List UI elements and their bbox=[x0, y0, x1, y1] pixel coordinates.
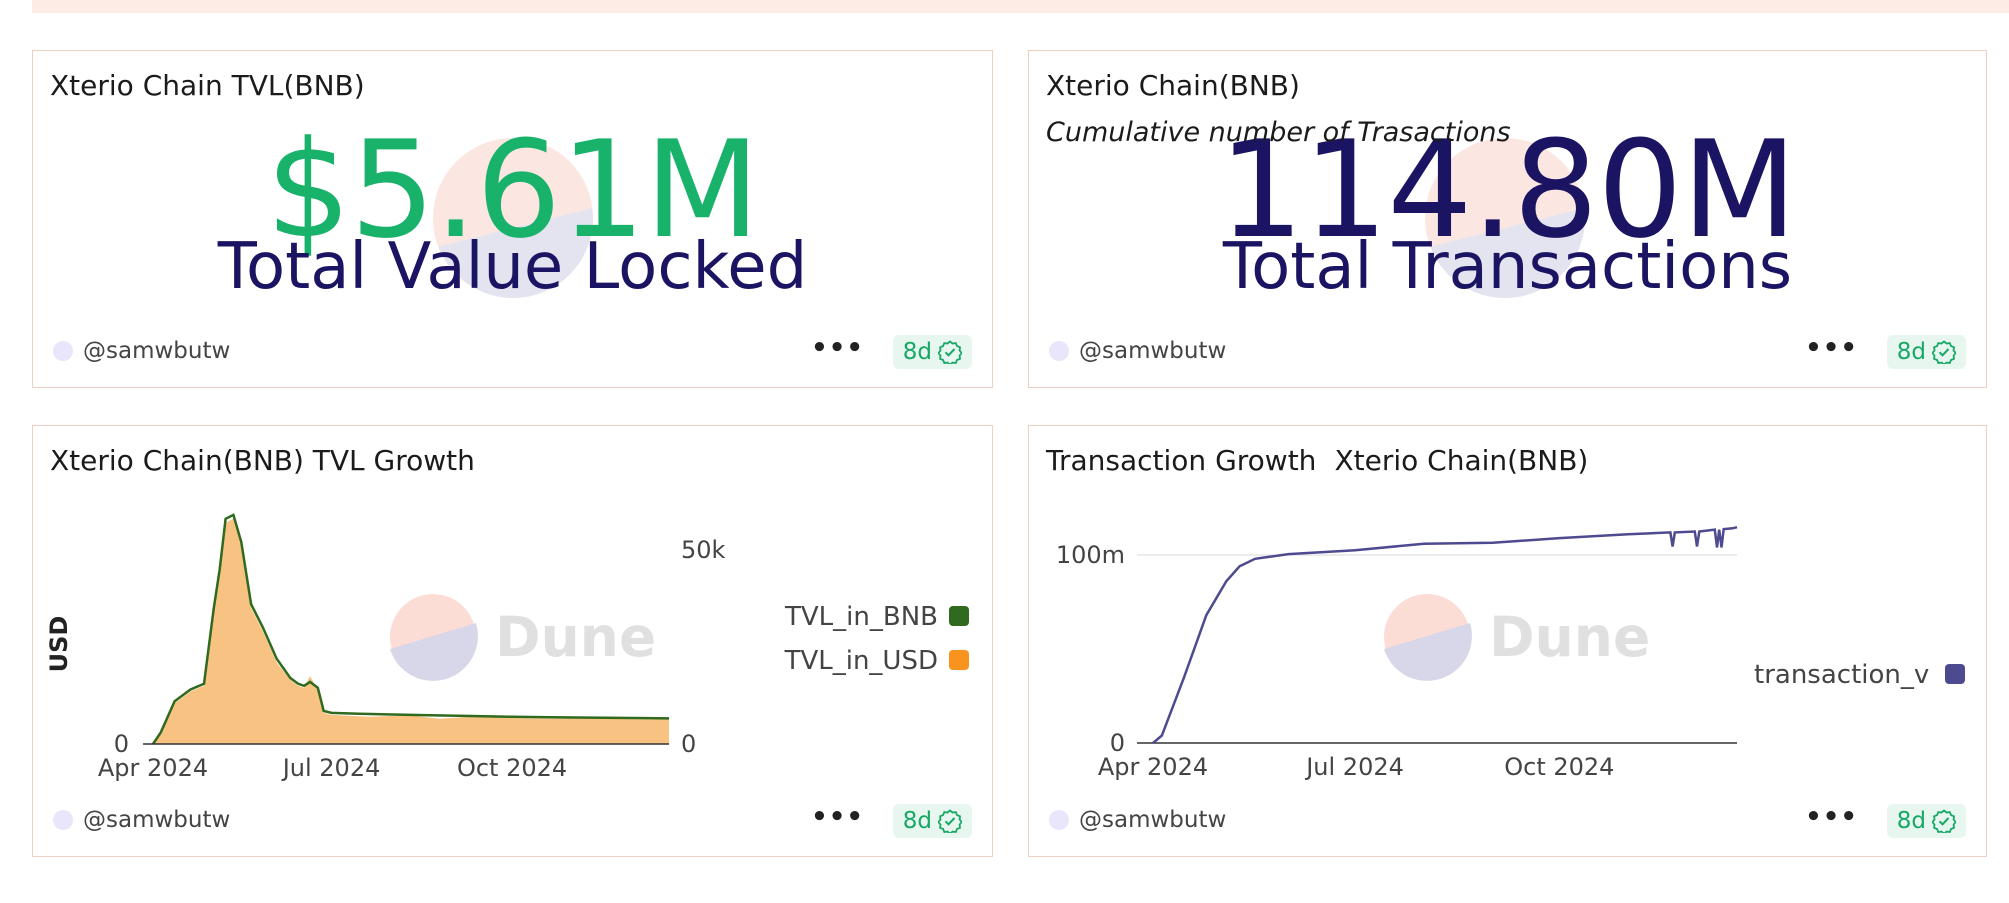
dune-logo-icon: Dune bbox=[390, 594, 656, 681]
card-title: Xterio Chain(BNB) bbox=[1046, 69, 1300, 102]
card-title: Xterio Chain(BNB) TVL Growth bbox=[50, 444, 475, 477]
author-link[interactable]: @samwbutw bbox=[53, 807, 230, 833]
avatar bbox=[53, 810, 73, 830]
tvl-value: $5.61M bbox=[265, 112, 760, 268]
tvl-usd-area bbox=[153, 518, 669, 744]
card-footer: @samwbutw ••• 8d bbox=[1049, 802, 1966, 840]
legend-label: TVL_in_USD bbox=[784, 646, 938, 676]
more-options-icon[interactable]: ••• bbox=[1805, 802, 1858, 832]
y-tick-label: 0 bbox=[1110, 729, 1125, 757]
more-options-icon[interactable]: ••• bbox=[811, 802, 864, 832]
transactions-counter-card: Xterio Chain(BNB) 114.80M Cumulative num… bbox=[1028, 50, 1987, 388]
x-tick-label: Apr 2024 bbox=[1098, 753, 1208, 781]
avatar bbox=[53, 341, 73, 361]
transaction-growth-card: Transaction Growth Xterio Chain(BNB) Dune… bbox=[1028, 425, 1987, 857]
x-tick-label: Oct 2024 bbox=[457, 754, 567, 782]
dune-logo-icon: Dune bbox=[1384, 594, 1650, 681]
legend-swatch bbox=[949, 606, 969, 626]
tvl-counter-card: Xterio Chain TVL(BNB) $5.61M Total Value… bbox=[32, 50, 993, 388]
tvl-bnb-line bbox=[151, 513, 670, 745]
verified-check-icon bbox=[1931, 809, 1957, 835]
card-title: Xterio Chain TVL(BNB) bbox=[50, 69, 365, 102]
x-tick-label: Apr 2024 bbox=[98, 754, 208, 782]
author-link[interactable]: @samwbutw bbox=[1049, 338, 1226, 364]
y-tick-label: 100m bbox=[1056, 541, 1125, 569]
dune-watermark-text: Dune bbox=[1489, 605, 1650, 669]
legend-swatch bbox=[949, 650, 969, 670]
verified-check-icon bbox=[937, 340, 963, 366]
refresh-badge[interactable]: 8d bbox=[892, 804, 972, 838]
author-link[interactable]: @samwbutw bbox=[53, 338, 230, 364]
y-axis-label: USD bbox=[45, 616, 73, 673]
x-tick-label: Jul 2024 bbox=[281, 754, 381, 782]
refresh-badge[interactable]: 8d bbox=[1886, 804, 1966, 838]
left-y-tick-label: 0 bbox=[114, 730, 129, 758]
more-options-icon[interactable]: ••• bbox=[1805, 333, 1858, 363]
card-footer: @samwbutw ••• 8d bbox=[53, 802, 972, 840]
verified-check-icon bbox=[1931, 340, 1957, 366]
x-tick-label: Jul 2024 bbox=[1304, 753, 1404, 781]
refresh-badge[interactable]: 8d bbox=[892, 335, 972, 369]
dune-watermark-icon bbox=[1425, 138, 1585, 298]
transactions-value: 114.80M bbox=[1218, 112, 1797, 268]
card-title-text: Transaction Growth bbox=[1046, 444, 1317, 477]
transactions-label: Total Transactions bbox=[1222, 230, 1793, 304]
dune-watermark-text: Dune bbox=[495, 605, 656, 669]
dune-watermark-icon bbox=[433, 138, 593, 298]
right-y-tick-label: 0 bbox=[681, 730, 696, 758]
author-link[interactable]: @samwbutw bbox=[1049, 807, 1226, 833]
tvl-growth-card: Xterio Chain(BNB) TVL Growth Dune USD 0 50k… bbox=[32, 425, 993, 857]
more-options-icon[interactable]: ••• bbox=[811, 333, 864, 363]
card-footer: @samwbutw ••• 8d bbox=[1049, 333, 1966, 371]
refresh-badge[interactable]: 8d bbox=[1886, 335, 1966, 369]
avatar bbox=[1049, 810, 1069, 830]
dune-logo-bottom bbox=[390, 623, 478, 681]
transaction-line bbox=[1152, 525, 1738, 744]
legend-label: TVL_in_BNB bbox=[784, 602, 938, 632]
legend-label: transaction_v bbox=[1754, 660, 1929, 690]
dune-logo-bottom bbox=[1384, 623, 1472, 681]
card-subtitle: Xterio Chain(BNB) bbox=[1334, 444, 1589, 477]
x-tick-label: Oct 2024 bbox=[1504, 753, 1614, 781]
card-title: Transaction Growth Xterio Chain(BNB) bbox=[1046, 444, 1588, 477]
right-y-tick-label: 50k bbox=[681, 536, 726, 564]
legend-swatch bbox=[1945, 664, 1965, 684]
top-banner bbox=[32, 0, 2009, 13]
tvl-label: Total Value Locked bbox=[217, 230, 808, 304]
card-subtitle: Cumulative number of Trasactions bbox=[1046, 117, 1511, 148]
avatar bbox=[1049, 341, 1069, 361]
verified-check-icon bbox=[937, 809, 963, 835]
card-footer: @samwbutw ••• 8d bbox=[53, 333, 972, 371]
